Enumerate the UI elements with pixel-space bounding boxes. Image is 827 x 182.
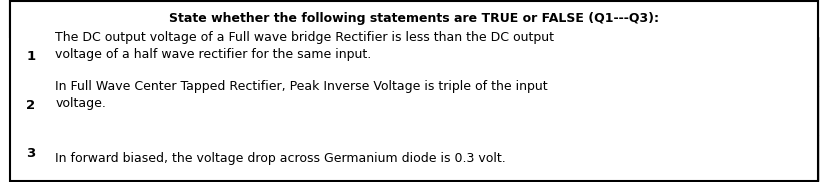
Bar [10,86,51,135]
Text: 3: 3 [26,147,36,160]
Text: State whether the following statements are TRUE or FALSE (Q1---Q3):: State whether the following statements a… [169,12,658,25]
Bar [10,135,51,181]
Bar [51,37,817,86]
Bar [51,135,817,181]
Bar [51,86,817,135]
Bar [10,37,51,86]
Text: 1: 1 [26,50,36,63]
Text: In forward biased, the voltage drop across Germanium diode is 0.3 volt.: In forward biased, the voltage drop acro… [55,152,505,165]
Bar [10,1,817,37]
Text: 2: 2 [26,99,36,112]
Text: In Full Wave Center Tapped Rectifier, Peak Inverse Voltage is triple of the inpu: In Full Wave Center Tapped Rectifier, Pe… [55,80,547,110]
Text: The DC output voltage of a Full wave bridge Rectifier is less than the DC output: The DC output voltage of a Full wave bri… [55,31,553,61]
